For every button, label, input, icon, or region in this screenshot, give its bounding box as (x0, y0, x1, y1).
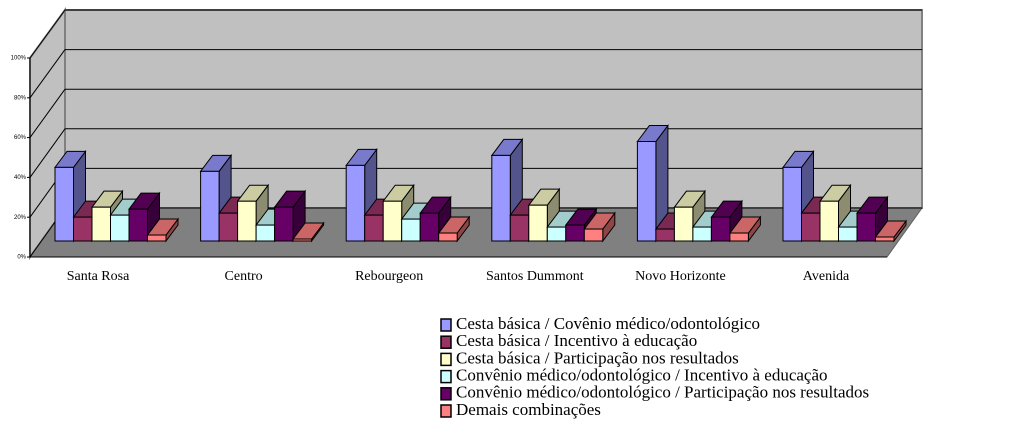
bar-front (782, 166, 802, 242)
y-tick-label: 100% (11, 56, 27, 62)
bar-front (401, 218, 421, 242)
bar (583, 211, 616, 243)
bar-front (54, 166, 74, 242)
bar-front (819, 200, 839, 242)
x-tick-label: Centro (225, 269, 263, 284)
bar-front (292, 238, 313, 242)
bar-front (438, 232, 458, 242)
x-tick-label: Rebourgeon (355, 269, 423, 284)
bar-front (856, 212, 876, 242)
bar-front (200, 170, 220, 242)
grid-line (29, 49, 66, 99)
bar (345, 147, 378, 243)
legend-swatch (440, 352, 452, 367)
bar-front (491, 154, 511, 242)
x-tick-label: Santa Rosa (67, 269, 130, 284)
bar-front (546, 226, 567, 242)
bar-front (237, 200, 257, 242)
bar-front (73, 216, 93, 242)
bar-front (710, 216, 731, 242)
bar-front (345, 164, 366, 242)
bar-front (655, 228, 675, 242)
legend-label: Cesta básica / Covênio médico/odontológi… (456, 314, 760, 333)
bar-front (218, 212, 239, 242)
bar-front (692, 226, 712, 242)
bar (636, 124, 669, 243)
bar-front (509, 214, 530, 242)
bar (128, 191, 161, 243)
bar-front (110, 214, 130, 242)
bar (710, 199, 743, 243)
y-tick-label: 80% (14, 95, 27, 101)
x-tick-label: Santos Dummont (486, 269, 584, 284)
legend-label: Cesta básica / Participação nos resultad… (456, 348, 739, 367)
bar-front (636, 141, 657, 242)
bar-front (565, 224, 585, 242)
x-tick-label: Avenida (803, 269, 850, 284)
bar-front (583, 228, 604, 242)
bar (273, 189, 307, 243)
bar (874, 219, 907, 243)
bar (292, 221, 325, 243)
y-tick-label: 0% (17, 255, 26, 261)
grid-line (29, 88, 66, 138)
bar-front (382, 200, 403, 242)
legend-label: Convênio médico/odontológico / Participa… (456, 383, 869, 402)
bar (728, 215, 762, 243)
y-tick-label: 20% (14, 215, 27, 221)
bar (782, 149, 815, 243)
bar-front (875, 236, 895, 242)
legend-swatch (440, 318, 452, 332)
grid-line (29, 128, 66, 178)
bar-front (838, 226, 858, 242)
bar-front (729, 232, 749, 242)
bar-front (128, 208, 148, 242)
bar-front (673, 206, 694, 242)
bar-front (419, 212, 440, 242)
bar-front (528, 204, 548, 242)
legend-swatch (440, 369, 452, 384)
x-tick-label: Novo Horizonte (635, 269, 726, 284)
bar-front (274, 206, 294, 242)
bar-front (91, 206, 111, 242)
y-tick-label: 40% (14, 175, 27, 181)
bar (146, 217, 179, 243)
legend-label: Cesta básica / Incentivo à educação (456, 331, 697, 350)
bar (437, 215, 471, 243)
legend-swatch (440, 387, 452, 401)
grid-line (29, 9, 66, 59)
legend-swatch (440, 404, 452, 418)
bar-front (147, 234, 167, 242)
bar (856, 195, 889, 243)
legend-swatch (440, 335, 452, 349)
bar-front (801, 212, 821, 242)
bar-front (255, 224, 276, 242)
legend-label: Convênio médico/odontológico / Incentivo… (456, 366, 828, 385)
y-tick-label: 60% (14, 135, 27, 141)
legend-label: Demais combinações (456, 400, 601, 419)
bar-front (364, 214, 384, 242)
